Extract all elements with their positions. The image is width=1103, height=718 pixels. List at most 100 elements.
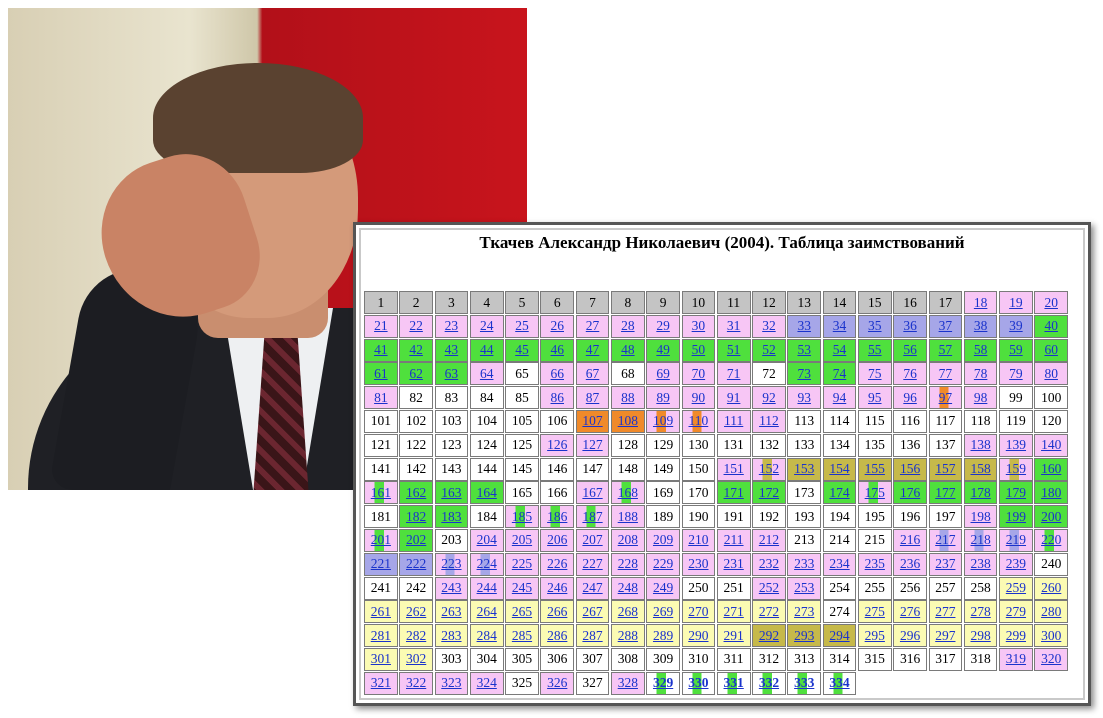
page-cell-208[interactable]: 208: [610, 528, 645, 552]
page-cell-67[interactable]: 67: [575, 362, 610, 386]
page-cell-283[interactable]: 283: [434, 624, 469, 648]
page-cell-74[interactable]: 74: [822, 362, 857, 386]
page-cell-295[interactable]: 295: [857, 624, 892, 648]
page-cell-140[interactable]: 140: [1034, 433, 1069, 457]
page-cell-217[interactable]: 217: [928, 528, 963, 552]
page-cell-209[interactable]: 209: [646, 528, 680, 552]
page-cell-178[interactable]: 178: [963, 481, 998, 505]
page-cell-41[interactable]: 41: [364, 338, 398, 362]
page-cell-51[interactable]: 51: [716, 338, 751, 362]
page-cell-36[interactable]: 36: [893, 314, 927, 338]
page-cell-38[interactable]: 38: [963, 314, 998, 338]
page-cell-30[interactable]: 30: [681, 314, 716, 338]
page-cell-44[interactable]: 44: [469, 338, 504, 362]
page-cell-265[interactable]: 265: [505, 600, 539, 624]
page-cell-157[interactable]: 157: [928, 457, 963, 481]
page-cell-180[interactable]: 180: [1034, 481, 1069, 505]
page-cell-88[interactable]: 88: [610, 386, 645, 410]
page-cell-237[interactable]: 237: [928, 552, 963, 576]
page-cell-109[interactable]: 109: [646, 409, 680, 433]
page-cell-172[interactable]: 172: [752, 481, 786, 505]
page-cell-299[interactable]: 299: [999, 624, 1033, 648]
page-cell-332[interactable]: 332: [752, 671, 786, 695]
page-cell-95[interactable]: 95: [857, 386, 892, 410]
page-cell-64[interactable]: 64: [469, 362, 504, 386]
page-cell-218[interactable]: 218: [963, 528, 998, 552]
page-cell-320[interactable]: 320: [1034, 647, 1069, 671]
page-cell-81[interactable]: 81: [364, 386, 398, 410]
page-cell-69[interactable]: 69: [646, 362, 680, 386]
page-cell-207[interactable]: 207: [575, 528, 610, 552]
page-cell-108[interactable]: 108: [610, 409, 645, 433]
page-cell-45[interactable]: 45: [505, 338, 539, 362]
page-cell-156[interactable]: 156: [893, 457, 927, 481]
page-cell-33[interactable]: 33: [787, 314, 822, 338]
page-cell-272[interactable]: 272: [752, 600, 786, 624]
page-cell-227[interactable]: 227: [575, 552, 610, 576]
page-cell-243[interactable]: 243: [434, 576, 469, 600]
page-cell-267[interactable]: 267: [575, 600, 610, 624]
page-cell-79[interactable]: 79: [999, 362, 1033, 386]
page-cell-260[interactable]: 260: [1034, 576, 1069, 600]
page-cell-231[interactable]: 231: [716, 552, 751, 576]
page-cell-224[interactable]: 224: [469, 552, 504, 576]
page-cell-205[interactable]: 205: [505, 528, 539, 552]
page-cell-276[interactable]: 276: [893, 600, 927, 624]
page-cell-92[interactable]: 92: [752, 386, 786, 410]
page-cell-324[interactable]: 324: [469, 671, 504, 695]
page-cell-223[interactable]: 223: [434, 552, 469, 576]
page-cell-266[interactable]: 266: [540, 600, 575, 624]
page-cell-174[interactable]: 174: [822, 481, 857, 505]
page-cell-87[interactable]: 87: [575, 386, 610, 410]
page-cell-53[interactable]: 53: [787, 338, 822, 362]
page-cell-43[interactable]: 43: [434, 338, 469, 362]
page-cell-253[interactable]: 253: [787, 576, 822, 600]
page-cell-183[interactable]: 183: [434, 505, 469, 529]
page-cell-188[interactable]: 188: [610, 505, 645, 529]
page-cell-328[interactable]: 328: [610, 671, 645, 695]
page-cell-233[interactable]: 233: [787, 552, 822, 576]
page-cell-22[interactable]: 22: [399, 314, 433, 338]
page-cell-279[interactable]: 279: [999, 600, 1033, 624]
page-cell-28[interactable]: 28: [610, 314, 645, 338]
page-cell-96[interactable]: 96: [893, 386, 927, 410]
page-cell-226[interactable]: 226: [540, 552, 575, 576]
page-cell-90[interactable]: 90: [681, 386, 716, 410]
page-cell-127[interactable]: 127: [575, 433, 610, 457]
page-cell-185[interactable]: 185: [505, 505, 539, 529]
page-cell-94[interactable]: 94: [822, 386, 857, 410]
page-cell-300[interactable]: 300: [1034, 624, 1069, 648]
page-cell-175[interactable]: 175: [857, 481, 892, 505]
page-cell-57[interactable]: 57: [928, 338, 963, 362]
page-cell-29[interactable]: 29: [646, 314, 680, 338]
page-cell-32[interactable]: 32: [752, 314, 786, 338]
page-cell-75[interactable]: 75: [857, 362, 892, 386]
page-cell-78[interactable]: 78: [963, 362, 998, 386]
page-cell-23[interactable]: 23: [434, 314, 469, 338]
page-cell-287[interactable]: 287: [575, 624, 610, 648]
page-cell-59[interactable]: 59: [999, 338, 1033, 362]
page-cell-301[interactable]: 301: [364, 647, 398, 671]
page-cell-27[interactable]: 27: [575, 314, 610, 338]
page-cell-277[interactable]: 277: [928, 600, 963, 624]
page-cell-204[interactable]: 204: [469, 528, 504, 552]
page-cell-322[interactable]: 322: [399, 671, 433, 695]
page-cell-230[interactable]: 230: [681, 552, 716, 576]
page-cell-161[interactable]: 161: [364, 481, 398, 505]
page-cell-259[interactable]: 259: [999, 576, 1033, 600]
page-cell-330[interactable]: 330: [681, 671, 716, 695]
page-cell-31[interactable]: 31: [716, 314, 751, 338]
page-cell-46[interactable]: 46: [540, 338, 575, 362]
page-cell-86[interactable]: 86: [540, 386, 575, 410]
page-cell-62[interactable]: 62: [399, 362, 433, 386]
page-cell-294[interactable]: 294: [822, 624, 857, 648]
page-cell-329[interactable]: 329: [646, 671, 680, 695]
page-cell-323[interactable]: 323: [434, 671, 469, 695]
page-cell-220[interactable]: 220: [1034, 528, 1069, 552]
page-cell-56[interactable]: 56: [893, 338, 927, 362]
page-cell-282[interactable]: 282: [399, 624, 433, 648]
page-cell-162[interactable]: 162: [399, 481, 433, 505]
page-cell-201[interactable]: 201: [364, 528, 398, 552]
page-cell-77[interactable]: 77: [928, 362, 963, 386]
page-cell-200[interactable]: 200: [1034, 505, 1069, 529]
